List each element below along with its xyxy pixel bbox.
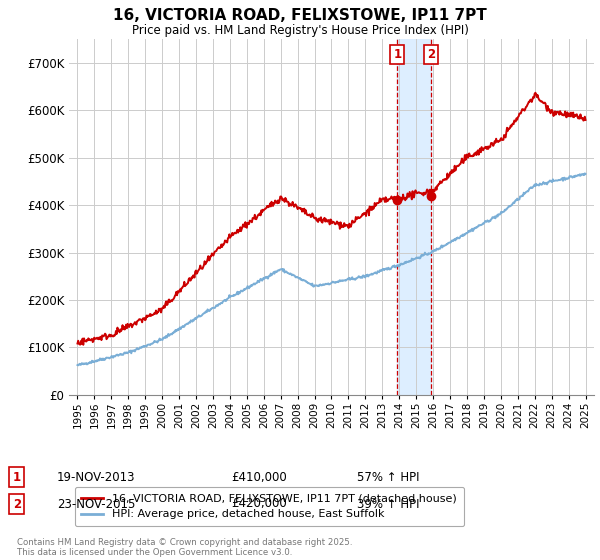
Text: 2: 2 <box>13 497 21 511</box>
Text: Price paid vs. HM Land Registry's House Price Index (HPI): Price paid vs. HM Land Registry's House … <box>131 24 469 36</box>
Text: 1: 1 <box>13 470 21 484</box>
Legend: 16, VICTORIA ROAD, FELIXSTOWE, IP11 7PT (detached house), HPI: Average price, de: 16, VICTORIA ROAD, FELIXSTOWE, IP11 7PT … <box>74 487 464 526</box>
Text: 16, VICTORIA ROAD, FELIXSTOWE, IP11 7PT: 16, VICTORIA ROAD, FELIXSTOWE, IP11 7PT <box>113 8 487 24</box>
Text: 39% ↑ HPI: 39% ↑ HPI <box>357 497 419 511</box>
Text: 19-NOV-2013: 19-NOV-2013 <box>57 470 136 484</box>
Text: Contains HM Land Registry data © Crown copyright and database right 2025.
This d: Contains HM Land Registry data © Crown c… <box>17 538 352 557</box>
Text: £410,000: £410,000 <box>231 470 287 484</box>
Text: 2: 2 <box>427 48 436 61</box>
Text: 1: 1 <box>394 48 401 61</box>
Text: £420,000: £420,000 <box>231 497 287 511</box>
Bar <box>397 39 431 395</box>
Text: 23-NOV-2015: 23-NOV-2015 <box>57 497 136 511</box>
Text: 57% ↑ HPI: 57% ↑ HPI <box>357 470 419 484</box>
